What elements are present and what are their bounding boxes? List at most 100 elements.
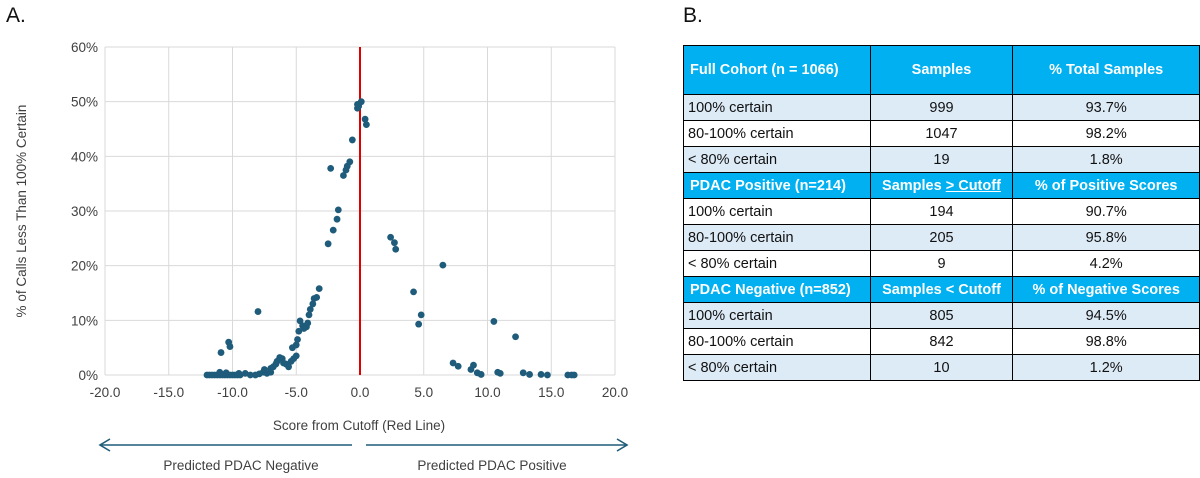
data-point — [216, 368, 224, 376]
data-point — [392, 245, 400, 253]
row-value: 1047 — [869, 120, 1014, 147]
data-point — [222, 369, 230, 377]
data-point — [246, 371, 254, 379]
data-point — [454, 362, 462, 370]
data-point — [333, 215, 341, 223]
data-point — [362, 121, 370, 129]
row-value: 9 — [869, 250, 1014, 277]
row-label: 80-100% certain — [683, 328, 871, 355]
summary-table: Full Cohort (n = 1066) Samples % Total S… — [683, 45, 1200, 381]
table-row: 100% certain 805 94.5% — [683, 302, 1200, 329]
summary-table-wrap: Full Cohort (n = 1066) Samples % Total S… — [683, 45, 1200, 381]
data-point — [354, 101, 361, 108]
data-point — [309, 300, 317, 308]
data-point — [526, 371, 533, 378]
data-point — [496, 369, 504, 377]
panel-a-label: A. — [6, 4, 26, 27]
data-point — [292, 341, 300, 349]
row-value: 19 — [869, 146, 1014, 173]
row-percent: 98.2% — [1012, 120, 1200, 147]
row-label: < 80% certain — [683, 354, 871, 381]
y-tick-label: 10% — [71, 313, 98, 328]
row-value: 999 — [869, 94, 1014, 121]
header-cell: % of Positive Scores — [1012, 172, 1200, 199]
data-point — [260, 366, 268, 373]
x-tick-label: -10.0 — [217, 385, 248, 400]
prediction-arrows — [98, 438, 629, 452]
table-row: 80-100% certain 1047 98.2% — [683, 120, 1200, 147]
data-point — [241, 369, 249, 377]
x-tick-label: 5.0 — [414, 385, 433, 400]
data-point — [544, 371, 551, 379]
data-point — [226, 343, 234, 350]
data-point — [305, 311, 313, 319]
y-tick-label: 0% — [78, 368, 98, 383]
table-row: 80-100% certain 842 98.8% — [683, 328, 1200, 355]
row-label: 100% certain — [683, 302, 871, 329]
row-label: < 80% certain — [683, 250, 871, 277]
row-percent: 90.7% — [1012, 198, 1200, 225]
header-cell: Full Cohort (n = 1066) — [683, 45, 871, 95]
x-tick-label: -15.0 — [153, 385, 184, 400]
row-label: < 80% certain — [683, 146, 871, 173]
header-cell: PDAC Negative (n=852) — [683, 276, 871, 303]
data-point — [324, 240, 332, 248]
table-header-pdac-positive: PDAC Positive (n=214) Samples > Cutoff %… — [683, 172, 1200, 199]
data-point — [537, 371, 545, 378]
data-point — [327, 164, 335, 172]
data-point — [417, 311, 425, 319]
data-point — [477, 371, 485, 378]
table-row: < 80% certain 9 4.2% — [683, 250, 1200, 277]
row-percent: 95.8% — [1012, 224, 1200, 251]
data-point — [519, 369, 527, 377]
data-point — [313, 293, 321, 301]
x-tick-label: 15.0 — [538, 385, 564, 400]
row-percent: 93.7% — [1012, 94, 1200, 121]
data-point — [391, 239, 398, 247]
row-percent: 94.5% — [1012, 302, 1200, 329]
table-header-full-cohort: Full Cohort (n = 1066) Samples % Total S… — [683, 45, 1200, 95]
data-point — [294, 336, 301, 343]
data-point — [235, 369, 243, 377]
data-point — [415, 320, 423, 328]
y-tick-label: 60% — [71, 40, 98, 55]
data-point — [340, 172, 347, 179]
data-point — [512, 333, 519, 341]
data-point — [410, 288, 417, 296]
data-point — [470, 361, 477, 369]
scatter-chart: -20.0 -15.0 -10.0 -5.0 0.0 5.0 10.0 15.0 20.0 0% 1… — [14, 40, 629, 473]
x-tick-label: 20.0 — [602, 385, 628, 400]
row-value: 842 — [869, 328, 1014, 355]
y-tick-label: 40% — [71, 149, 98, 164]
row-percent: 98.8% — [1012, 328, 1200, 355]
data-point — [306, 306, 314, 313]
x-tick-label: 0.0 — [351, 385, 370, 400]
data-point — [361, 115, 369, 123]
row-percent: 1.8% — [1012, 146, 1200, 173]
table-row: 100% certain 194 90.7% — [683, 198, 1200, 225]
header-cell: % of Negative Scores — [1012, 276, 1200, 303]
data-point — [295, 327, 303, 335]
chart-points — [203, 98, 578, 379]
x-tick-label: -5.0 — [285, 385, 308, 400]
table-row: 100% certain 999 93.7% — [683, 94, 1200, 121]
table-row: 80-100% certain 205 95.8% — [683, 224, 1200, 251]
data-point — [346, 158, 354, 166]
row-label: 80-100% certain — [683, 224, 871, 251]
header-cell: PDAC Positive (n=214) — [683, 172, 871, 199]
data-point — [315, 285, 323, 293]
header-cell: % Total Samples — [1012, 45, 1200, 95]
left-arrow-label: Predicted PDAC Negative — [163, 458, 318, 473]
header-cutoff-word: > Cutoff — [945, 177, 1001, 194]
x-tick-label: -20.0 — [90, 385, 121, 400]
data-point — [334, 206, 342, 214]
row-label: 100% certain — [683, 94, 871, 121]
x-axis-label: Score from Cutoff (Red Line) — [273, 418, 445, 433]
data-point — [490, 318, 498, 325]
right-arrow-label: Predicted PDAC Positive — [417, 458, 566, 473]
row-percent: 4.2% — [1012, 250, 1200, 277]
data-point — [348, 136, 356, 144]
chart-ticks: -20.0 -15.0 -10.0 -5.0 0.0 5.0 10.0 15.0 20.0 0% 1… — [71, 40, 628, 400]
y-tick-label: 50% — [71, 95, 98, 110]
table-row: < 80% certain 19 1.8% — [683, 146, 1200, 173]
